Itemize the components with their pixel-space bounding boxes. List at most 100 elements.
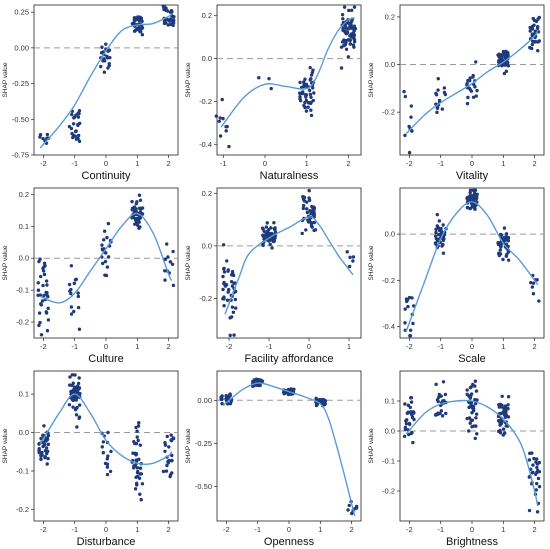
- data-point: [528, 45, 532, 50]
- data-point: [230, 284, 235, 288]
- data-point: [410, 415, 415, 420]
- data-point: [100, 243, 104, 247]
- x-tick-label: -1: [71, 342, 78, 351]
- data-point: [352, 27, 356, 32]
- data-point: [100, 261, 105, 266]
- y-tick-label: -0.2: [382, 276, 395, 285]
- data-point: [69, 305, 74, 309]
- y-tick-label: -0.2: [199, 294, 212, 303]
- data-point: [403, 402, 407, 406]
- data-point: [498, 431, 503, 435]
- x-tick-label: 2: [533, 159, 537, 168]
- data-point: [272, 236, 277, 241]
- data-point: [469, 418, 473, 422]
- y-axis-label: SHAP value: [368, 62, 375, 97]
- data-point: [468, 206, 472, 211]
- chart-panel-disturbance: -2 -1 0 1 2 -0.2 -0.1 0.0 0.1 SHAP value Disturban…: [0, 366, 183, 549]
- data-point: [471, 95, 476, 100]
- data-point: [46, 433, 51, 438]
- data-point: [135, 466, 140, 470]
- data-point: [72, 309, 76, 314]
- data-point: [350, 8, 354, 12]
- x-tick-label: -1: [71, 159, 78, 168]
- data-point: [272, 226, 276, 231]
- x-tick-label: -1: [437, 525, 444, 534]
- data-point: [219, 397, 223, 401]
- data-point: [465, 388, 469, 392]
- data-point: [225, 124, 229, 129]
- data-point: [407, 422, 412, 427]
- data-point: [309, 224, 314, 228]
- data-point: [74, 137, 79, 141]
- y-tick-label: 0.1: [385, 397, 395, 406]
- data-point: [471, 73, 475, 78]
- data-point: [218, 134, 223, 138]
- data-point: [76, 381, 81, 386]
- y-axis-label: SHAP value: [2, 428, 9, 463]
- y-tick-label: 0.2: [19, 190, 29, 199]
- data-point: [530, 42, 535, 47]
- data-point: [434, 382, 438, 387]
- data-point: [226, 290, 230, 294]
- y-tick-label: 0.2: [202, 11, 212, 20]
- data-point: [44, 439, 48, 443]
- data-point: [37, 448, 41, 453]
- data-point: [536, 476, 541, 481]
- data-point: [231, 310, 236, 314]
- fitted-curve: [405, 201, 539, 332]
- data-point: [506, 62, 510, 67]
- chart-plot: -2 -1 0 1 2 -0.4 -0.2 0.0 SHAP value Scale: [368, 187, 545, 365]
- data-point: [45, 132, 50, 137]
- data-point: [38, 257, 42, 261]
- data-point: [403, 321, 407, 325]
- data-point: [40, 450, 44, 455]
- data-point: [261, 233, 265, 237]
- data-point: [69, 312, 74, 316]
- data-point: [167, 445, 171, 449]
- data-point: [163, 443, 168, 447]
- data-point: [224, 397, 228, 401]
- data-point: [43, 449, 48, 453]
- data-point: [217, 119, 221, 123]
- data-point: [77, 327, 82, 331]
- chart-panel-naturalness: -1 0 1 2 -0.4 -0.2 0.0 0.2 SHAP value Naturalness: [183, 0, 366, 183]
- chart-panel-scale: -2 -1 0 1 2 -0.4 -0.2 0.0 SHAP value Scale: [366, 183, 549, 366]
- data-point: [137, 457, 141, 462]
- data-point: [309, 108, 313, 112]
- data-point: [69, 126, 74, 131]
- x-tick-label: 1: [135, 525, 139, 534]
- data-point: [471, 406, 476, 411]
- data-point: [45, 462, 49, 466]
- data-point: [164, 469, 169, 473]
- data-point: [310, 209, 315, 213]
- data-point: [405, 411, 410, 415]
- x-axis-label: Scale: [458, 353, 486, 365]
- data-point: [39, 303, 44, 307]
- data-point: [504, 69, 509, 73]
- data-point: [342, 39, 347, 43]
- data-point: [503, 404, 508, 408]
- data-point: [436, 399, 440, 404]
- data-point: [101, 451, 106, 455]
- x-tick-label: 1: [318, 525, 322, 534]
- data-point: [348, 22, 352, 26]
- x-tick-label: 1: [347, 342, 351, 351]
- x-tick-label: 2: [167, 525, 171, 534]
- data-point: [465, 196, 469, 200]
- data-point: [67, 282, 72, 287]
- data-point: [344, 47, 349, 52]
- data-point: [436, 77, 440, 81]
- data-point: [109, 449, 113, 454]
- data-point: [135, 435, 139, 439]
- data-point: [38, 132, 43, 137]
- data-point: [135, 470, 140, 475]
- x-tick-label: 2: [346, 159, 350, 168]
- data-point: [136, 216, 141, 221]
- data-point: [468, 76, 472, 80]
- y-tick-label: -0.50: [12, 115, 29, 124]
- data-point: [531, 281, 536, 285]
- fitted-curve: [39, 393, 173, 465]
- data-point: [135, 223, 140, 227]
- x-axis-label: Naturalness: [260, 170, 319, 182]
- data-point: [352, 33, 357, 37]
